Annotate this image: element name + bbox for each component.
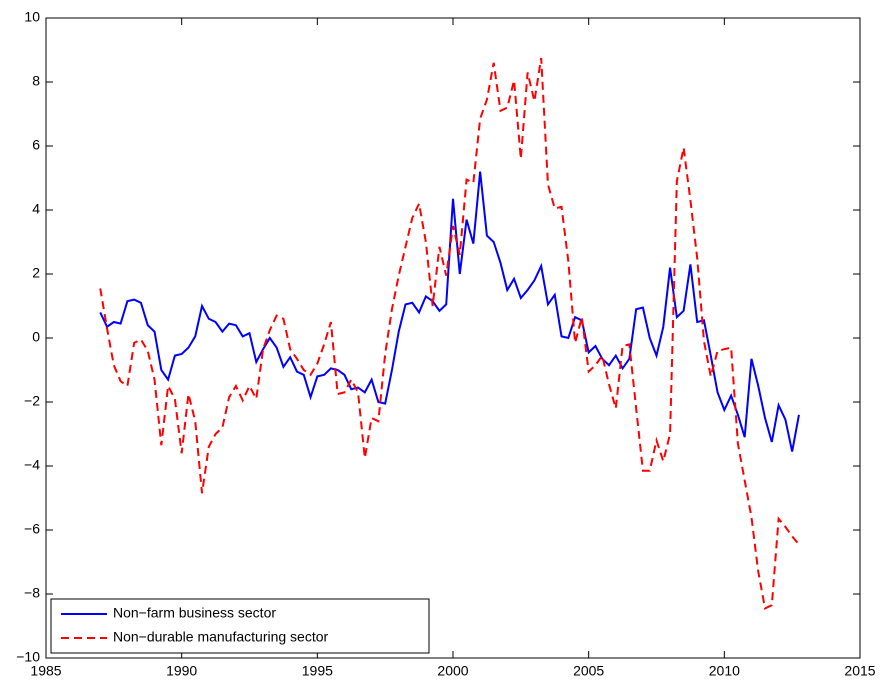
- y-tick-label: −2: [24, 393, 40, 409]
- x-tick-label: 2015: [844, 663, 875, 679]
- legend-label: Non−durable manufacturing sector: [113, 629, 329, 645]
- series-line: [99, 57, 800, 610]
- x-tick-label: 1990: [166, 663, 197, 679]
- x-tick-label: 2010: [709, 663, 740, 679]
- plot-area: [45, 17, 861, 659]
- y-tick-label: 0: [32, 329, 40, 345]
- y-tick-label: −8: [24, 585, 40, 601]
- y-tick-label: −10: [16, 649, 40, 665]
- y-tick-label: 6: [32, 137, 40, 153]
- x-tick-label: 2000: [437, 663, 468, 679]
- y-tick-label: 8: [32, 73, 40, 89]
- y-tick-label: 2: [32, 265, 40, 281]
- y-tick-label: −6: [24, 521, 40, 537]
- x-tick-label: 1995: [302, 663, 333, 679]
- y-tick-label: 10: [24, 9, 40, 25]
- legend-label: Non−farm business sector: [113, 605, 276, 621]
- x-tick-label: 1985: [30, 663, 61, 679]
- x-tick-label: 2005: [573, 663, 604, 679]
- y-tick-label: −4: [24, 457, 40, 473]
- legend-box: [50, 598, 430, 654]
- y-tick-label: 4: [32, 201, 40, 217]
